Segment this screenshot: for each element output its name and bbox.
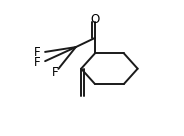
Text: F: F — [52, 66, 59, 79]
Text: F: F — [34, 56, 40, 69]
Text: O: O — [90, 13, 100, 26]
Text: F: F — [34, 46, 40, 59]
